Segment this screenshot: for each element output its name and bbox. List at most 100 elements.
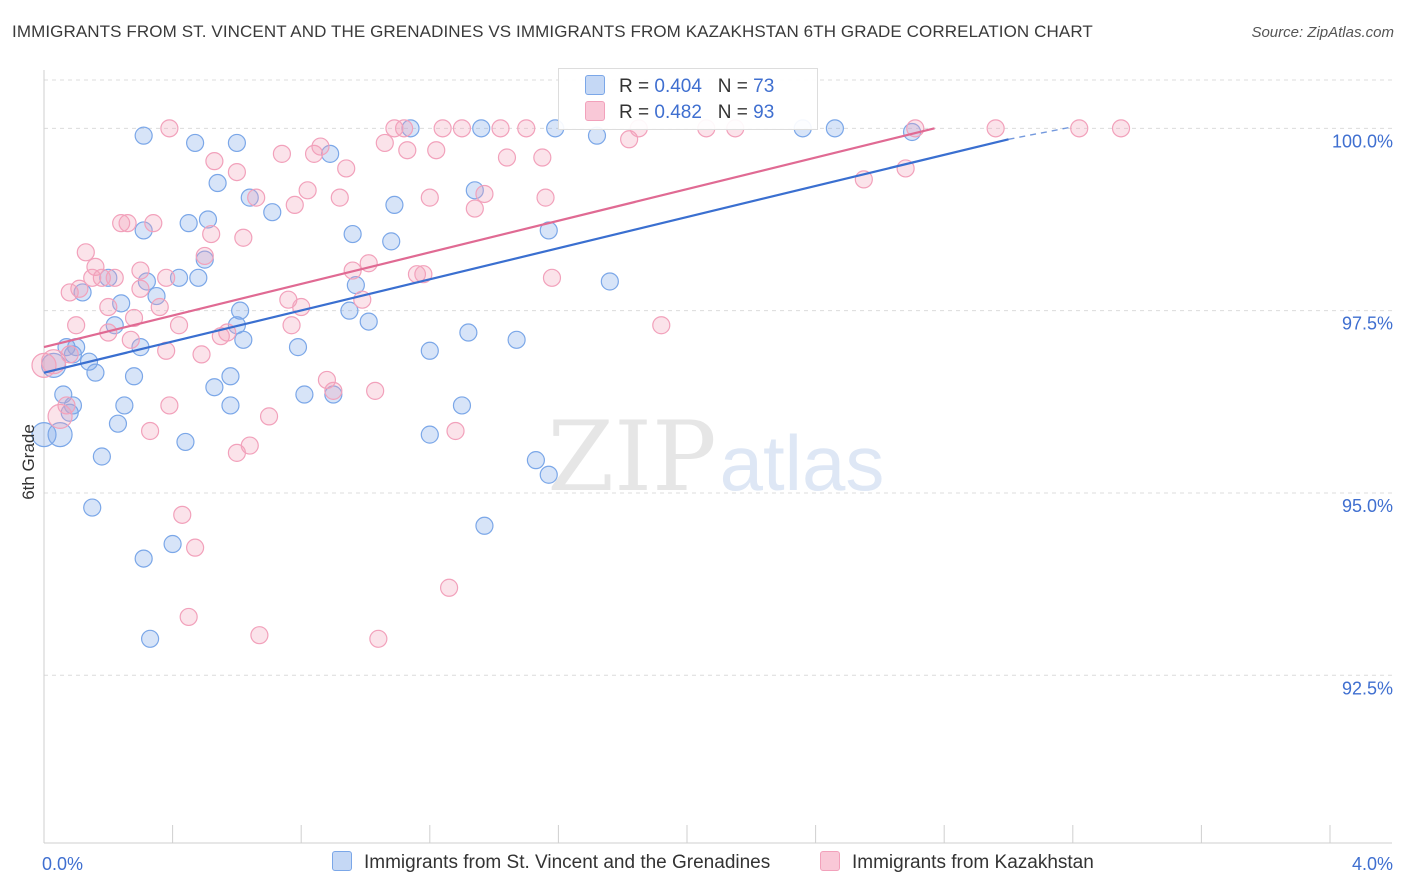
data-point	[240, 188, 259, 207]
data-point	[330, 188, 349, 207]
data-point	[452, 396, 472, 415]
data-point	[231, 301, 250, 320]
legend-r-label-1: R =	[619, 76, 650, 97]
data-point	[1111, 119, 1131, 138]
legend-row-series-2: R = 0.482 N = 93	[585, 101, 774, 125]
watermark: ZIP atlas	[547, 401, 884, 513]
y-tick-label: 92.5%	[1342, 678, 1393, 698]
data-point	[600, 272, 619, 291]
data-point	[542, 268, 562, 287]
chart-title: IMMIGRANTS FROM ST. VINCENT AND THE GREN…	[12, 22, 1093, 41]
data-point	[288, 338, 308, 357]
bottom-legend-label-1: Immigrants from St. Vincent and the Gren…	[364, 852, 771, 873]
data-point	[121, 330, 140, 349]
data-point	[475, 516, 494, 535]
data-point	[227, 162, 246, 182]
data-point	[321, 144, 340, 163]
data-point	[134, 549, 153, 568]
legend-n-label-2: N =	[717, 102, 748, 123]
x-tick-label: 4.0%	[1352, 854, 1393, 874]
y-tick-label: 100.0%	[1332, 131, 1393, 151]
data-point	[176, 432, 195, 452]
data-point	[147, 286, 166, 306]
data-point	[414, 265, 433, 284]
data-point	[385, 195, 404, 215]
x-tick-labels: 0.0% 4.0%	[42, 854, 1393, 874]
legend-n-value-1: 73	[753, 76, 775, 97]
data-point	[465, 199, 484, 218]
data-point	[259, 407, 279, 426]
data-point	[652, 316, 671, 335]
data-point	[221, 367, 240, 386]
data-point	[1070, 119, 1089, 138]
bottom-legend-swatch-2	[820, 851, 840, 871]
data-point	[186, 133, 205, 153]
x-tick-label: 0.0%	[42, 854, 83, 874]
data-point	[420, 341, 439, 360]
legend-r-value-1: 0.404	[654, 76, 702, 97]
data-point	[186, 538, 205, 557]
data-point	[234, 228, 253, 247]
series-2-points	[31, 119, 1131, 648]
source-credit: Source: ZipAtlas.com	[1251, 24, 1394, 41]
data-point	[144, 214, 163, 233]
data-point	[57, 396, 76, 415]
watermark-atlas: atlas	[720, 419, 885, 507]
y-tick-label: 97.5%	[1342, 314, 1393, 334]
data-point	[160, 119, 179, 138]
y-axis-label: 6th Grade	[19, 424, 38, 500]
data-point	[446, 421, 465, 441]
data-point	[227, 133, 246, 153]
data-point	[179, 214, 198, 233]
data-point	[124, 367, 144, 386]
data-point	[285, 195, 304, 215]
data-point	[205, 378, 224, 397]
data-point	[205, 152, 224, 171]
data-point	[76, 243, 95, 262]
data-point	[340, 301, 359, 320]
data-point	[439, 578, 459, 597]
data-point	[70, 279, 89, 298]
data-point	[92, 268, 111, 287]
data-point	[105, 268, 124, 287]
grid-lines	[44, 79, 1392, 676]
data-point	[118, 214, 137, 233]
data-point	[134, 221, 153, 240]
data-point	[173, 505, 192, 524]
data-point	[517, 119, 536, 138]
data-point	[472, 119, 491, 138]
data-point	[247, 188, 266, 207]
data-point	[192, 345, 211, 364]
data-point	[459, 323, 478, 342]
data-point	[112, 214, 131, 233]
data-point	[272, 144, 292, 163]
data-point	[140, 629, 160, 648]
data-point	[83, 498, 102, 517]
y-tick-label: 95.0%	[1342, 496, 1393, 516]
data-point	[497, 148, 517, 167]
data-point	[324, 381, 343, 400]
data-point	[83, 268, 102, 287]
data-point	[169, 316, 189, 335]
data-point	[47, 403, 73, 429]
data-point	[420, 188, 439, 207]
data-point	[92, 447, 111, 466]
data-point	[337, 159, 356, 178]
data-point	[420, 425, 439, 444]
legend-swatch-series-1	[585, 75, 605, 95]
data-point	[240, 436, 259, 455]
data-point	[359, 312, 378, 331]
data-point	[507, 330, 526, 349]
data-point	[131, 261, 150, 280]
data-point	[427, 141, 446, 160]
data-point	[401, 119, 420, 138]
data-point	[394, 119, 414, 138]
data-point	[140, 421, 160, 441]
data-point	[366, 381, 385, 400]
data-point	[263, 203, 282, 222]
y-tick-labels: 100.0% 97.5% 95.0% 92.5%	[1332, 131, 1393, 698]
data-point	[134, 126, 153, 145]
data-point	[202, 224, 221, 244]
data-point	[433, 119, 452, 138]
